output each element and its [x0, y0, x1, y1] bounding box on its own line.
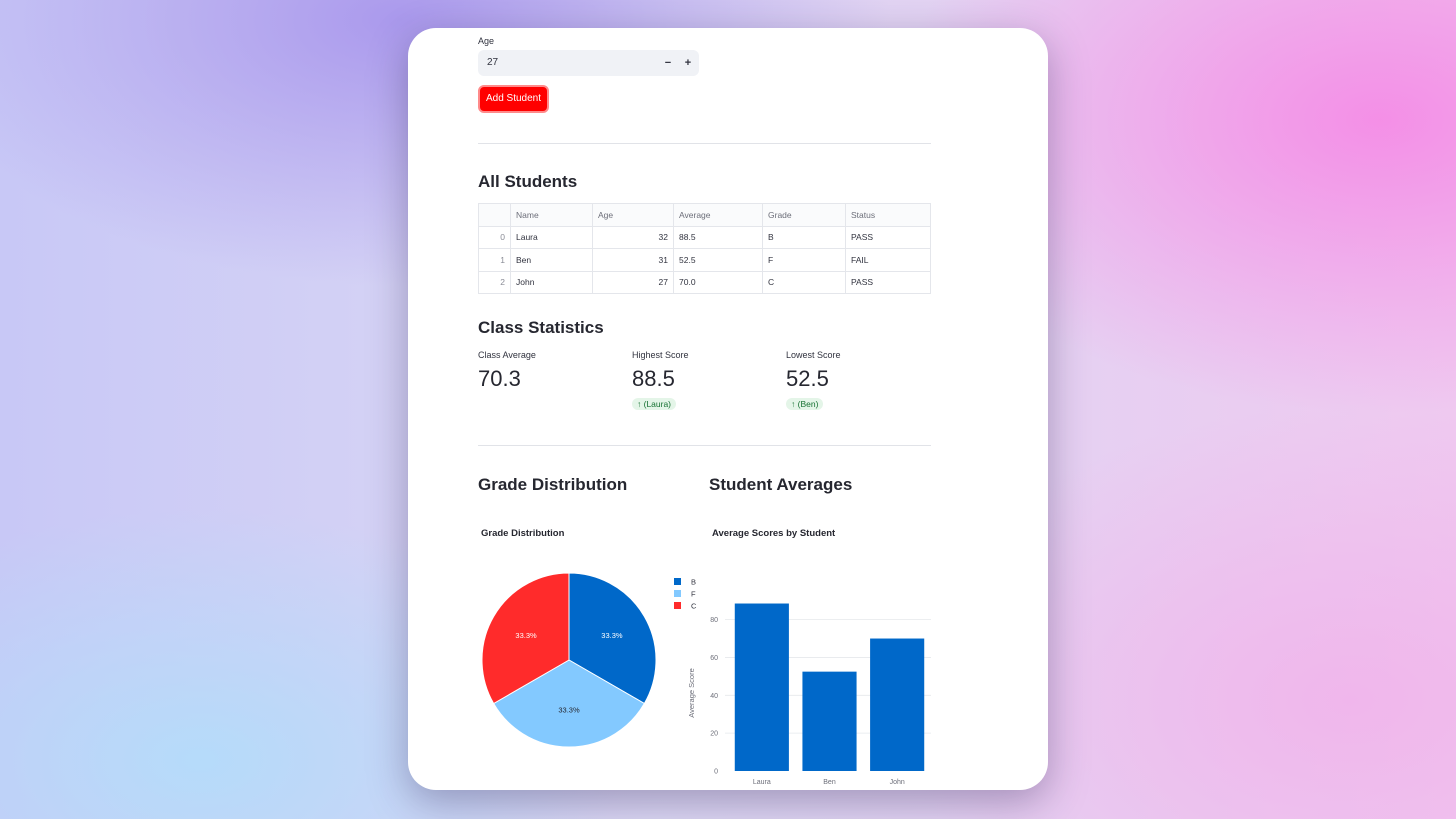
- legend-swatch[interactable]: [674, 578, 681, 585]
- metric-delta-badge: ↑ (Laura): [632, 398, 677, 410]
- cell-average[interactable]: 88.5: [673, 225, 763, 249]
- class-statistics-heading: Class Statistics: [478, 318, 604, 337]
- table-header-row: Name Age Average Grade Status: [478, 203, 931, 227]
- row-index: 0: [478, 225, 511, 249]
- bar-chart-title: Average Scores by Student: [712, 528, 836, 539]
- x-tick-label: Ben: [823, 779, 836, 786]
- cell-average[interactable]: 70.0: [673, 270, 763, 294]
- metric-class-average: Class Average 70.3: [478, 350, 628, 392]
- metric-value: 52.5: [786, 366, 829, 391]
- metric-lowest-score: Lowest Score 52.5 ↑ (Ben): [786, 350, 936, 412]
- cell-name[interactable]: Laura: [510, 225, 593, 249]
- divider: [478, 445, 931, 446]
- cell-age[interactable]: 32: [592, 225, 674, 249]
- legend-label[interactable]: F: [691, 590, 696, 599]
- cell-status[interactable]: PASS: [845, 225, 931, 249]
- main-content: Age 27 − + Add Student All Students Name…: [478, 28, 931, 790]
- bar-laura[interactable]: [734, 603, 789, 771]
- x-tick-label: John: [890, 779, 905, 786]
- y-tick-label: 80: [710, 617, 718, 624]
- cell-age[interactable]: 31: [592, 248, 674, 272]
- column-header-index[interactable]: [478, 203, 511, 227]
- age-label: Age: [478, 36, 495, 46]
- student-averages-heading: Student Averages: [709, 475, 853, 494]
- y-tick-label: 20: [710, 731, 718, 738]
- increment-button[interactable]: +: [684, 57, 692, 69]
- column-header-grade[interactable]: Grade: [762, 203, 846, 227]
- cell-status[interactable]: FAIL: [845, 248, 931, 272]
- cell-average[interactable]: 52.5: [673, 248, 763, 272]
- column-header-name[interactable]: Name: [510, 203, 593, 227]
- metric-value: 88.5: [632, 366, 675, 391]
- y-tick-label: 60: [710, 655, 718, 662]
- metric-highest-score: Highest Score 88.5 ↑ (Laura): [632, 350, 782, 412]
- students-table[interactable]: Name Age Average Grade Status 0 Laura 32…: [478, 203, 931, 294]
- column-header-status[interactable]: Status: [845, 203, 931, 227]
- metric-label: Lowest Score: [786, 350, 841, 360]
- metric-delta-badge: ↑ (Ben): [786, 398, 824, 410]
- row-index: 2: [478, 270, 511, 294]
- decrement-button[interactable]: −: [664, 57, 672, 69]
- legend-swatch[interactable]: [674, 602, 681, 609]
- pie-slice-label: 33.3%: [558, 706, 580, 715]
- cell-grade[interactable]: F: [762, 248, 846, 272]
- add-student-button[interactable]: Add Student: [478, 85, 549, 113]
- divider: [478, 143, 931, 144]
- pie-slice-b[interactable]: [568, 572, 657, 705]
- pie-slice-label: 33.3%: [601, 631, 623, 640]
- pie-slice-f[interactable]: [492, 659, 646, 748]
- all-students-heading: All Students: [478, 172, 578, 191]
- averages-bar-chart[interactable]: 020406080LauraBenJohnStudentAverage Scor…: [687, 553, 931, 786]
- cell-grade[interactable]: C: [762, 270, 846, 294]
- column-header-age[interactable]: Age: [592, 203, 674, 227]
- legend-label[interactable]: C: [691, 602, 697, 611]
- cell-age[interactable]: 27: [592, 270, 674, 294]
- app-window: Age 27 − + Add Student All Students Name…: [408, 28, 1048, 790]
- column-header-average[interactable]: Average: [673, 203, 763, 227]
- y-tick-label: 0: [714, 769, 718, 776]
- row-index: 1: [478, 248, 511, 272]
- grade-distribution-heading: Grade Distribution: [478, 475, 628, 494]
- metric-label: Class Average: [478, 350, 536, 360]
- y-axis-title: Average Score: [687, 668, 696, 717]
- legend-swatch[interactable]: [674, 590, 681, 597]
- grade-pie-chart[interactable]: 33.3% 33.3% 33.3% BFC: [478, 553, 703, 783]
- age-value[interactable]: 27: [487, 57, 499, 68]
- metric-label: Highest Score: [632, 350, 689, 360]
- cell-name[interactable]: John: [510, 270, 593, 294]
- legend-label[interactable]: B: [691, 578, 696, 587]
- age-number-input[interactable]: 27 − +: [478, 50, 699, 76]
- cell-grade[interactable]: B: [762, 225, 846, 249]
- pie-slice-label: 33.3%: [515, 631, 537, 640]
- bar-john[interactable]: [870, 638, 925, 771]
- pie-slice-c[interactable]: [481, 572, 570, 705]
- bar-ben[interactable]: [802, 671, 857, 771]
- table-row[interactable]: 0 Laura 32 88.5 B PASS: [478, 225, 931, 249]
- metric-value: 70.3: [478, 366, 521, 391]
- y-tick-label: 40: [710, 693, 718, 700]
- pie-chart-title: Grade Distribution: [481, 528, 565, 539]
- cell-name[interactable]: Ben: [510, 248, 593, 272]
- table-row[interactable]: 1 Ben 31 52.5 F FAIL: [478, 248, 931, 272]
- x-tick-label: Laura: [753, 779, 771, 786]
- cell-status[interactable]: PASS: [845, 270, 931, 294]
- table-row[interactable]: 2 John 27 70.0 C PASS: [478, 270, 931, 294]
